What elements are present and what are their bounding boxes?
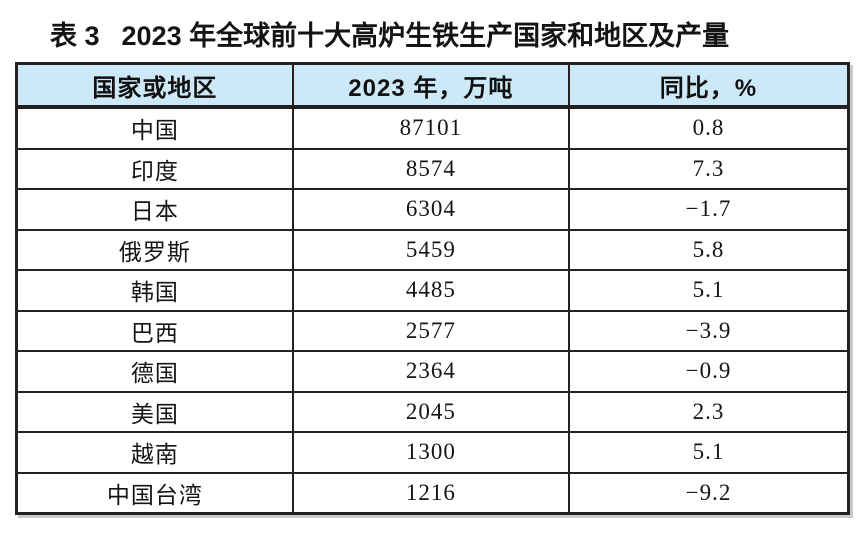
country-cell: 俄罗斯 — [15, 228, 294, 271]
yoy-cell: 5.1 — [567, 431, 850, 474]
country-cell: 日本 — [15, 188, 294, 231]
output-cell: 6304 — [291, 188, 570, 231]
yoy-cell: 5.8 — [567, 228, 850, 271]
output-cell: 2577 — [291, 309, 570, 352]
column-header-country: 国家或地区 — [15, 62, 294, 109]
table-row: 中国台湾 1216 −9.2 — [15, 471, 850, 515]
yoy-cell: 7.3 — [567, 147, 850, 190]
table-row: 越南 1300 5.1 — [15, 431, 850, 474]
pig-iron-production-table: 国家或地区 2023 年，万吨 同比，% 中国 87101 0.8 印度 8574 7.3… — [15, 62, 850, 515]
table-row: 德国 2364 −0.9 — [15, 350, 850, 393]
yoy-cell: 5.1 — [567, 269, 850, 312]
country-cell: 印度 — [15, 147, 294, 190]
country-cell: 韩国 — [15, 269, 294, 312]
column-header-output: 2023 年，万吨 — [291, 62, 570, 109]
output-cell: 8574 — [291, 147, 570, 190]
table-body: 中国 87101 0.8 印度 8574 7.3 日本 6304 −1.7 俄罗斯 5459 5.8 韩… — [15, 106, 850, 515]
table-title: 表 3 2023 年全球前十大高炉生铁生产国家和地区及产量 — [50, 14, 729, 53]
output-cell: 2045 — [291, 390, 570, 433]
output-cell: 87101 — [291, 106, 570, 150]
output-cell: 1216 — [291, 471, 570, 515]
yoy-cell: −9.2 — [567, 471, 850, 515]
table-title-label: 表 3 — [50, 21, 100, 51]
yoy-cell: −0.9 — [567, 350, 850, 393]
table-row: 俄罗斯 5459 5.8 — [15, 228, 850, 271]
yoy-cell: 0.8 — [567, 106, 850, 150]
country-cell: 中国 — [15, 106, 294, 150]
output-cell: 5459 — [291, 228, 570, 271]
output-cell: 4485 — [291, 269, 570, 312]
country-cell: 德国 — [15, 350, 294, 393]
yoy-cell: 2.3 — [567, 390, 850, 433]
output-cell: 1300 — [291, 431, 570, 474]
yoy-cell: −3.9 — [567, 309, 850, 352]
table-row: 中国 87101 0.8 — [15, 106, 850, 150]
column-header-yoy: 同比，% — [567, 62, 850, 109]
country-cell: 中国台湾 — [15, 471, 294, 515]
country-cell: 美国 — [15, 390, 294, 433]
header-row: 国家或地区 2023 年，万吨 同比，% — [15, 62, 850, 109]
country-cell: 越南 — [15, 431, 294, 474]
country-cell: 巴西 — [15, 309, 294, 352]
table-row: 印度 8574 7.3 — [15, 147, 850, 190]
yoy-cell: −1.7 — [567, 188, 850, 231]
table-row: 巴西 2577 −3.9 — [15, 309, 850, 352]
table-row: 韩国 4485 5.1 — [15, 269, 850, 312]
table-row: 日本 6304 −1.7 — [15, 188, 850, 231]
table-title-text: 2023 年全球前十大高炉生铁生产国家和地区及产量 — [121, 21, 730, 51]
table-row: 美国 2045 2.3 — [15, 390, 850, 433]
output-cell: 2364 — [291, 350, 570, 393]
